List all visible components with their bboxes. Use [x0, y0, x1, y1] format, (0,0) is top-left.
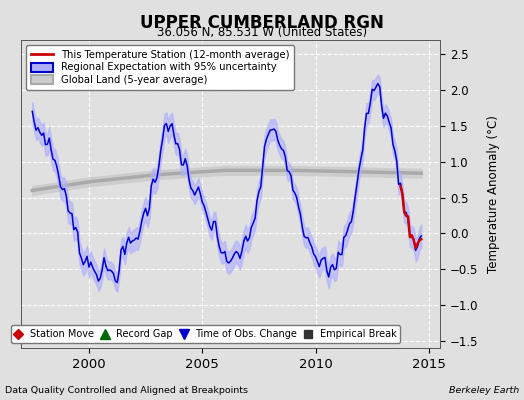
Text: Berkeley Earth: Berkeley Earth	[449, 386, 519, 395]
Legend: Station Move, Record Gap, Time of Obs. Change, Empirical Break: Station Move, Record Gap, Time of Obs. C…	[10, 325, 400, 343]
Text: 36.056 N, 85.531 W (United States): 36.056 N, 85.531 W (United States)	[157, 26, 367, 39]
Text: Data Quality Controlled and Aligned at Breakpoints: Data Quality Controlled and Aligned at B…	[5, 386, 248, 395]
Y-axis label: Temperature Anomaly (°C): Temperature Anomaly (°C)	[487, 115, 500, 273]
Text: UPPER CUMBERLAND RGN: UPPER CUMBERLAND RGN	[140, 14, 384, 32]
